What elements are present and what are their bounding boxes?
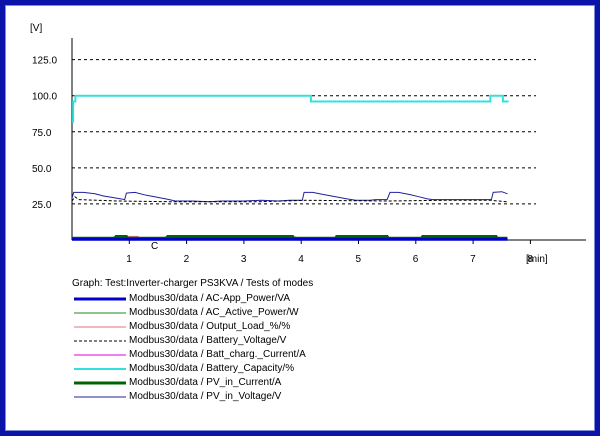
- x-tick-label: 6: [413, 254, 419, 265]
- x-tick-label: 2: [184, 254, 190, 265]
- x-tick-label: 3: [241, 254, 247, 265]
- chart-plot: [V] [min] C 125.0 100.0 75.0 50.0 25.0 1 2 3 4 5 6…: [30, 23, 586, 265]
- x-axis-unit-label: [min]: [526, 254, 548, 265]
- legend-swatch: [74, 354, 126, 356]
- x-tick-label: 8: [527, 254, 533, 265]
- legend-swatch: [74, 340, 126, 342]
- series-line: [71, 195, 508, 203]
- legend-label: Modbus30/data / PV_in_Voltage/V: [129, 391, 282, 402]
- legend-label: Modbus30/data / Battery_Capacity/%: [129, 363, 295, 374]
- y-tick-label: 100.0: [32, 92, 57, 103]
- y-tick-label: 75.0: [32, 128, 52, 139]
- x-tick-label: 4: [298, 254, 304, 265]
- legend-swatch: [74, 381, 126, 385]
- y-tick-label: 25.0: [32, 200, 52, 211]
- series-line: [71, 191, 508, 203]
- cursor-marker-label: C: [151, 241, 158, 252]
- legend-label: Modbus30/data / AC-App_Power/VA: [129, 293, 291, 304]
- y-tick-label: 50.0: [32, 164, 52, 175]
- legend-label: Modbus30/data / AC_Active_Power/W: [129, 307, 299, 318]
- x-tick-label: 7: [470, 254, 476, 265]
- legend-swatch: [74, 297, 126, 301]
- legend-label: Modbus30/data / Output_Load_%/%: [129, 321, 291, 332]
- y-tick-label: 125.0: [32, 56, 57, 67]
- graph-window: [V] [min] C 125.0 100.0 75.0 50.0 25.0 1 2 3 4 5 6…: [5, 5, 595, 431]
- y-axis-unit-label: [V]: [30, 23, 42, 34]
- x-tick-label: 5: [356, 254, 362, 265]
- series-line: [72, 94, 509, 123]
- graph-title: Graph: Test:Inverter-charger PS3KVA / Te…: [72, 278, 314, 289]
- legend-label: Modbus30/data / Battery_Voltage/V: [129, 335, 287, 346]
- legend-swatch: [74, 396, 126, 398]
- legend-label: Modbus30/data / PV_in_Current/A: [129, 377, 282, 388]
- legend-swatch: [74, 312, 126, 314]
- legend-label: Modbus30/data / Batt_charg._Current/A: [129, 349, 306, 360]
- legend-swatch: [74, 326, 126, 328]
- legend-swatch: [74, 368, 126, 370]
- x-tick-label: 1: [126, 254, 132, 265]
